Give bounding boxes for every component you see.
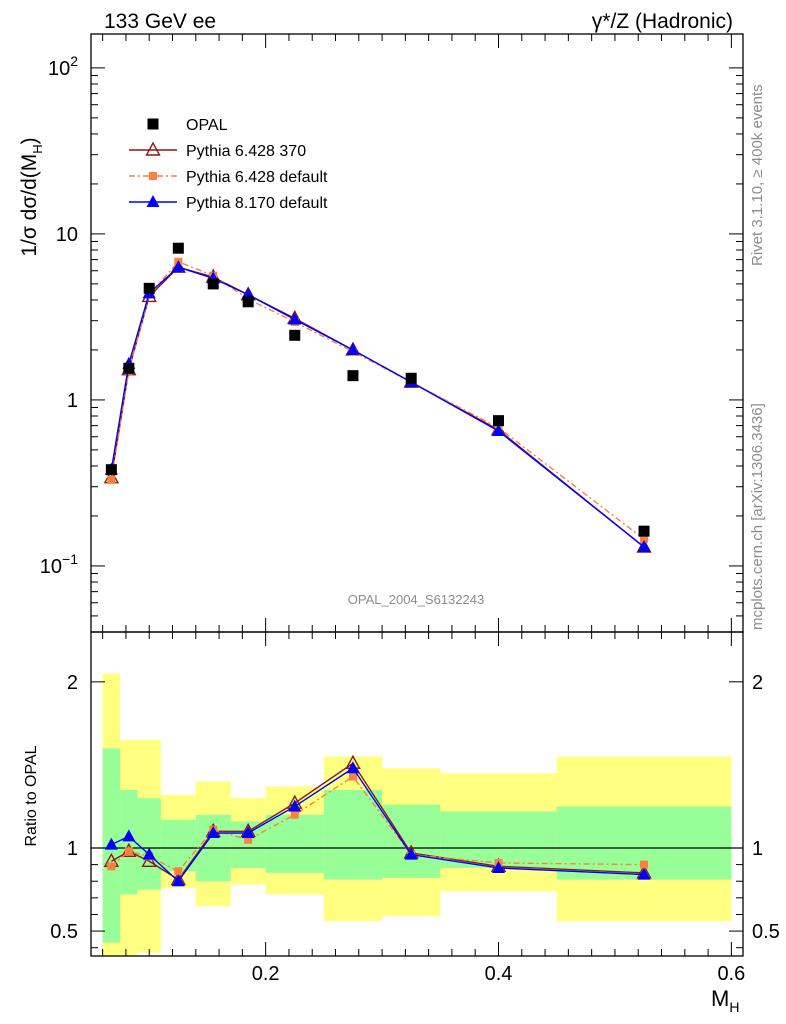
legend-marker-opal (147, 118, 159, 130)
y-tick-label: 10−1 (40, 551, 78, 578)
pythia-6-428-default-ratio-point (174, 867, 183, 876)
x-tick-label: 0.4 (485, 963, 513, 985)
uncertainty-bands (102, 673, 732, 956)
y-tick-label: 10 (56, 224, 78, 246)
header-left-text: 133 GeV ee (104, 10, 216, 33)
pythia-8-170-default-ratio-point (171, 874, 185, 887)
pythia-8-170-default-point (346, 342, 360, 355)
pythia-8-170-default-ratio-point (492, 860, 505, 873)
legend-marker-pythia-6-428-370 (145, 141, 161, 156)
pythia-8-170-default-ratio-point (104, 837, 118, 850)
green-band-8 (382, 804, 441, 878)
pythia-8-170-default-ratio-point (241, 826, 255, 839)
opal-point (493, 415, 504, 427)
opal-point (405, 372, 417, 384)
green-band-7 (323, 789, 383, 880)
x-tick-label: 0.6 (717, 963, 745, 985)
legend-marker-pythia-8-170-default (146, 195, 160, 207)
main-y-axis-label: 1/σ dσ/d(MH) (18, 137, 45, 256)
ratio-y-tick-label-right: 0.5 (752, 921, 780, 943)
ratio-y-tick-label-right: 2 (752, 672, 763, 694)
pythia-6-428-default-line (110, 260, 645, 540)
pythia-8-170-default-ratio-point (288, 799, 302, 812)
legend-marker-pythia-6-428-default (149, 172, 157, 180)
opal-point (289, 329, 301, 341)
x-tick-label: 0.2 (252, 963, 280, 985)
pythia-6-428-default-point (640, 535, 649, 544)
pythia-6-428-default-ratio-point (348, 772, 357, 781)
opal-point (242, 296, 254, 308)
x-axis-label: MH (711, 986, 739, 1015)
rivet-version-text: Rivet 3.1.10, ≥ 400k events (749, 84, 766, 266)
analysis-watermark: OPAL_2004_S6132243 (348, 592, 484, 607)
pythia-8-170-default-ratio-point (637, 867, 651, 880)
opal-point (638, 525, 650, 537)
pythia-6-428-370-line (110, 266, 645, 548)
green-band-2 (137, 798, 161, 890)
opal-point (207, 278, 219, 290)
axis-tick-labels: 0.2 0.4 0.6 10−1 1 10 102 0.5 0.5 1 1 2 2 (40, 53, 780, 985)
pythia-6-428-default-ratio-point (290, 810, 299, 819)
ratio-y-axis-label: Ratio to OPAL (23, 745, 40, 846)
pythia-8-170-default-ratio-point (206, 826, 220, 839)
pythia-8-170-default-ratio-point (122, 829, 136, 842)
green-band-6 (265, 814, 324, 873)
ratio-y-tick-label-left: 0.5 (50, 921, 78, 943)
opal-point (172, 242, 184, 254)
legend-label-pythia-6-428-default: Pythia 6.428 default (186, 169, 328, 186)
ratio-series (103, 754, 652, 887)
pythia-6-428-default-ratio-point (244, 835, 253, 844)
pythia-6-428-default-point (107, 475, 116, 484)
pythia-6-428-default-ratio-point (640, 860, 649, 869)
y-tick-label: 102 (48, 53, 78, 80)
axis-ticks (91, 34, 743, 956)
ratio-y-tick-label-left: 1 (67, 838, 78, 860)
main-series (103, 242, 652, 553)
pythia-6-428-default-ratio-point (124, 847, 133, 856)
opal-point (105, 464, 117, 476)
pythia-8-170-default-point (288, 312, 302, 325)
opal-point (143, 282, 155, 294)
legend-label-pythia-6-428-370: Pythia 6.428 370 (186, 143, 306, 160)
pythia-6-428-default-ratio-point (107, 862, 116, 871)
green-band-1 (120, 789, 138, 895)
legend-label-pythia-8-170-default: Pythia 8.170 default (186, 195, 328, 212)
pythia-8-170-default-point (637, 540, 651, 553)
header-right-text: γ*/Z (Hadronic) (592, 10, 733, 33)
ratio-y-tick-label-right: 1 (752, 838, 763, 860)
opal-point (123, 362, 135, 374)
pythia-8-170-default-point (171, 260, 185, 273)
pythia-8-170-default-ratio-point (346, 761, 360, 774)
pythia-8-170-default-point (492, 423, 505, 436)
y-tick-label: 1 (67, 390, 78, 412)
pythia-6-428-default-ratio-line (110, 775, 645, 873)
source-text: mcplots.cern.ch [arXiv:1306.3436] (749, 403, 766, 630)
ratio-y-tick-label-left: 2 (67, 672, 78, 694)
legend: OPAL Pythia 6.428 370 Pythia 6.428 default… (129, 117, 328, 212)
pythia-8-170-default-line (110, 266, 645, 548)
legend-label-opal: OPAL (186, 117, 228, 134)
pythia-8-170-default-ratio-point (404, 847, 418, 860)
opal-point (347, 370, 359, 382)
ratio-frame (90, 631, 744, 957)
pythia-8-170-default-ratio-point (142, 847, 156, 860)
